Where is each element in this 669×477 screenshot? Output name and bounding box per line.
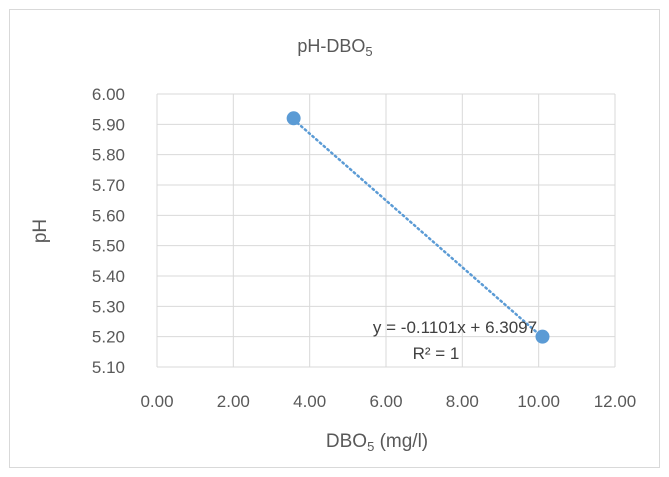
y-axis-label: pH	[30, 219, 51, 243]
x-tick-label: 12.00	[594, 392, 637, 411]
y-tick-label: 5.30	[92, 297, 125, 316]
y-tick-label: 5.40	[92, 267, 125, 286]
x-tick-label: 2.00	[217, 392, 250, 411]
y-tick-label: 5.90	[92, 115, 125, 134]
x-tick-label: 4.00	[293, 392, 326, 411]
x-axis-label: DBO5 (mg/l)	[326, 431, 428, 454]
data-points	[286, 111, 550, 344]
y-tick-labels: 5.10 5.20 5.30 5.40 5.50 5.60 5.70 5.80 5.90 6.00	[92, 85, 125, 377]
x-tick-label: 0.00	[140, 392, 173, 411]
grid-lines	[156, 93, 616, 368]
trendline-group	[292, 118, 544, 339]
x-tick-labels: 0.00 2.00 4.00 6.00 8.00 10.00 12.00	[140, 392, 636, 411]
data-point	[535, 329, 550, 344]
x-tick-label: 8.00	[446, 392, 479, 411]
trendline-r2: R² = 1	[413, 344, 460, 363]
y-tick-label: 6.00	[92, 85, 125, 104]
y-tick-label: 5.60	[92, 206, 125, 225]
trendline-equation: y = -0.1101x + 6.3097	[373, 318, 537, 337]
x-tick-label: 10.00	[517, 392, 560, 411]
x-tick-label: 6.00	[369, 392, 402, 411]
chart-frame	[9, 9, 660, 468]
y-tick-label: 5.10	[92, 358, 125, 377]
trendline	[292, 118, 544, 339]
y-tick-label: 5.70	[92, 176, 125, 195]
y-tick-label: 5.80	[92, 146, 125, 165]
y-tick-label: 5.50	[92, 237, 125, 256]
chart-title: pH-DBO5	[297, 36, 372, 59]
data-point	[286, 111, 301, 126]
y-tick-label: 5.20	[92, 328, 125, 347]
